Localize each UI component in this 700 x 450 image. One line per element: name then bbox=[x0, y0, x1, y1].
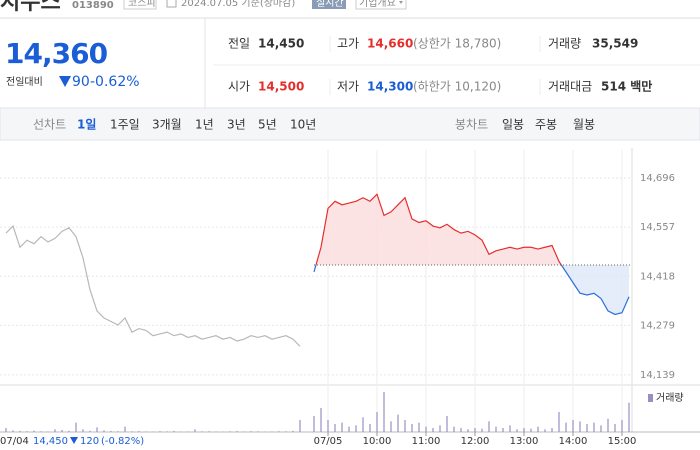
x-tick-label: 07/05 bbox=[314, 436, 343, 447]
summary-label: 저가 bbox=[337, 80, 359, 94]
tab-group-label: 선차트 bbox=[33, 118, 66, 132]
down-arrow bbox=[70, 437, 78, 444]
summary-value: 14,500 bbox=[258, 80, 304, 94]
prev-date: 07/04 bbox=[0, 436, 29, 447]
date: 2024.07.05 기준(장마감) bbox=[181, 0, 295, 9]
summary-value: 14,300 bbox=[367, 80, 413, 94]
tab[interactable]: 5년 bbox=[258, 118, 277, 132]
x-tick-label: 14:00 bbox=[559, 436, 588, 447]
tab[interactable]: 월봉 bbox=[573, 118, 595, 132]
realtime[interactable]: 실시간 bbox=[316, 0, 344, 9]
price-line bbox=[5, 224, 301, 347]
company[interactable]: 기업개요 bbox=[359, 0, 396, 9]
y-tick-label: 14,279 bbox=[640, 320, 675, 331]
summary-label: 고가 bbox=[337, 37, 359, 51]
summary-value: 14,660 bbox=[367, 37, 413, 51]
summary-value: 514 백만 bbox=[601, 79, 652, 94]
realtime-button[interactable] bbox=[312, 0, 346, 9]
volume-label: 거래량 bbox=[656, 392, 684, 404]
tab-bar bbox=[0, 107, 700, 141]
prev-rate: (-0.82%) bbox=[101, 436, 144, 447]
summary-label: 거래대금 bbox=[548, 80, 592, 94]
y-tick-label: 14,557 bbox=[640, 222, 675, 233]
market: 코스피 bbox=[128, 0, 156, 9]
stock-name: 지누스 bbox=[0, 0, 61, 15]
change: 90 bbox=[72, 74, 90, 90]
tab[interactable]: 주봉 bbox=[535, 118, 557, 132]
tab[interactable]: 3개월 bbox=[152, 118, 182, 132]
summary-value: 14,450 bbox=[258, 37, 304, 51]
down-arrow bbox=[59, 76, 71, 87]
y-tick-label: 14,696 bbox=[640, 173, 675, 184]
prev-change: 120 bbox=[80, 436, 99, 447]
prev-close: 14,450 bbox=[33, 436, 68, 447]
tab[interactable]: 1년 bbox=[195, 118, 214, 132]
x-tick-label: 11:00 bbox=[412, 436, 441, 447]
x-tick-label: 15:00 bbox=[608, 436, 637, 447]
x-tick-label: 12:00 bbox=[461, 436, 490, 447]
summary-note: (하한가 10,120) bbox=[413, 80, 501, 94]
area bbox=[314, 194, 629, 315]
summary-note: (상한가 18,780) bbox=[413, 37, 501, 51]
change-label: 전일대비 bbox=[6, 76, 43, 88]
market-badge bbox=[123, 0, 157, 10]
tab[interactable]: 10년 bbox=[290, 118, 316, 132]
y-tick-label: 14,139 bbox=[640, 370, 675, 381]
summary-value: 35,549 bbox=[592, 37, 638, 51]
x-tick-label: 13:00 bbox=[510, 436, 539, 447]
summary-label: 거래량 bbox=[548, 37, 581, 51]
stock-code: 013890 bbox=[72, 0, 114, 11]
tab[interactable]: 1일 bbox=[77, 118, 96, 132]
calendar-icon bbox=[166, 0, 177, 8]
change-rate: -0.62% bbox=[90, 74, 140, 90]
current-price: 14,360 bbox=[5, 37, 108, 70]
tab-group-label: 봉차트 bbox=[455, 118, 488, 132]
x-tick-label: 10:00 bbox=[363, 436, 392, 447]
price-line bbox=[313, 193, 630, 316]
volume-legend-key bbox=[648, 394, 653, 402]
summary-label: 시가 bbox=[228, 80, 250, 94]
tab[interactable]: 일봉 bbox=[502, 118, 524, 132]
y-tick-label: 14,418 bbox=[640, 271, 675, 282]
company-button[interactable] bbox=[355, 0, 407, 10]
tab[interactable]: 1주일 bbox=[110, 118, 140, 132]
tab[interactable]: 3년 bbox=[227, 118, 246, 132]
summary-label: 전일 bbox=[228, 37, 250, 51]
dropdown-arrow bbox=[399, 1, 403, 4]
